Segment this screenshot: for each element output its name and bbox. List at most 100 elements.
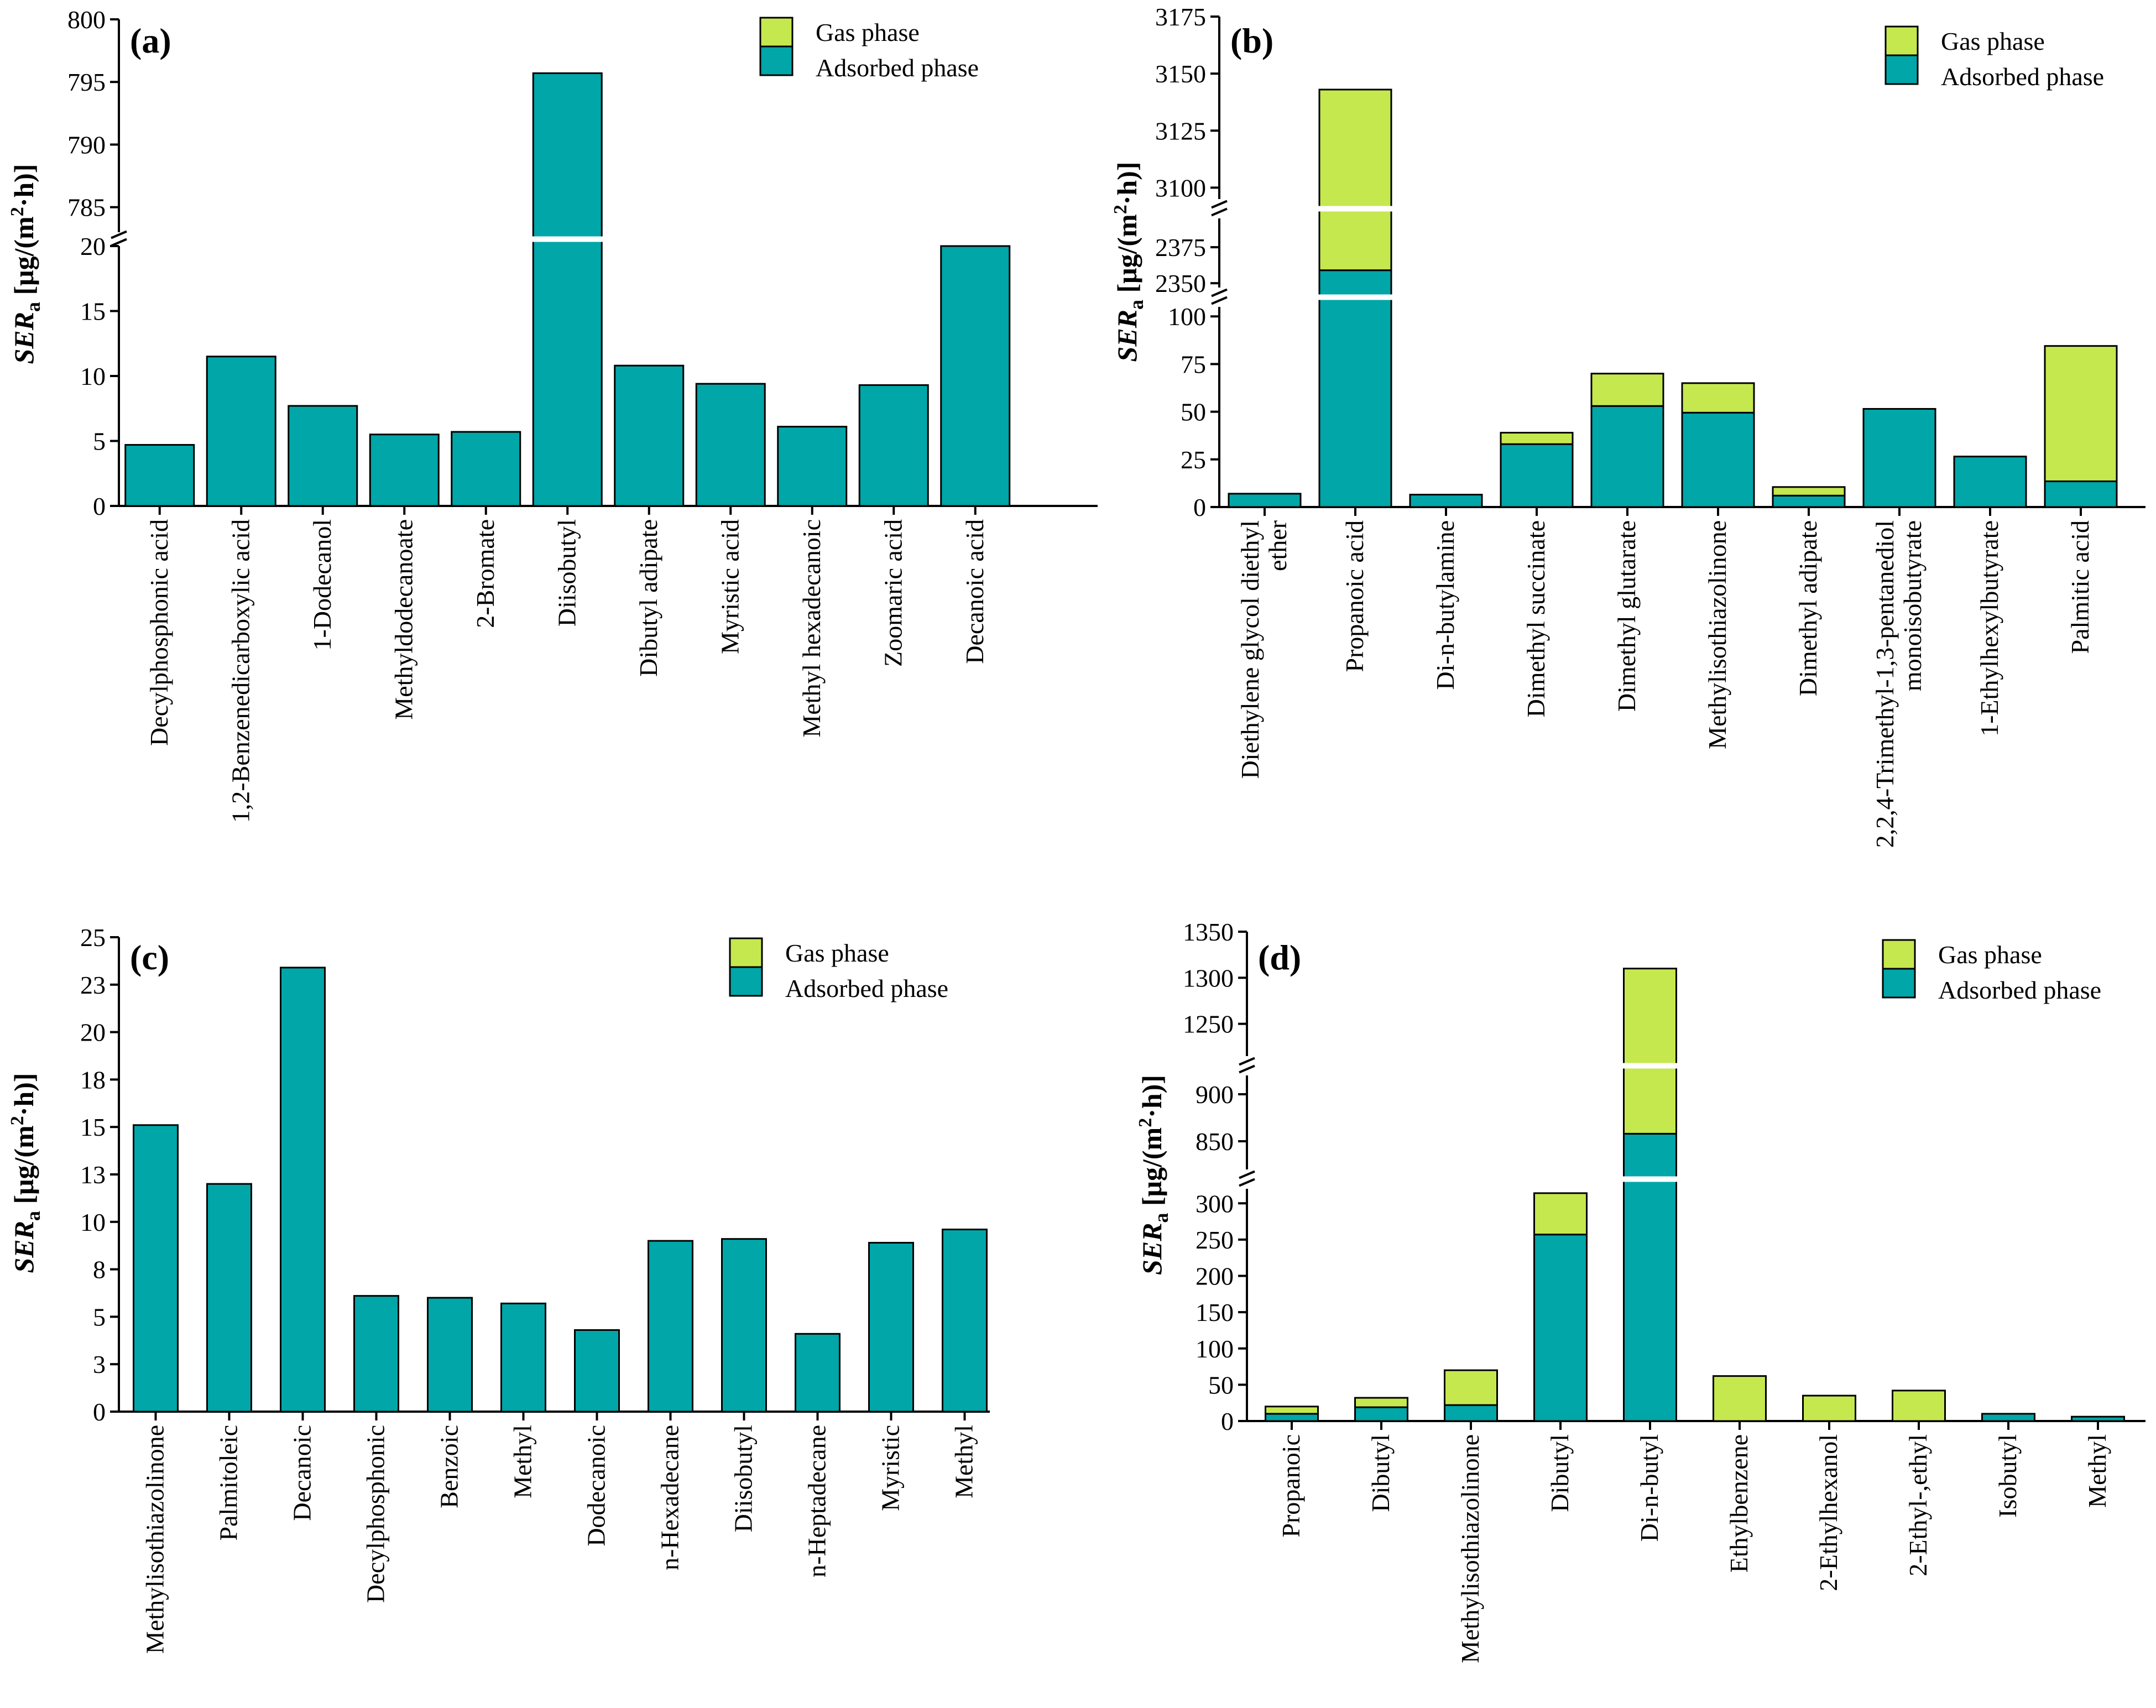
panel-label: (a): [130, 21, 171, 60]
axis-break-mark: [1211, 207, 1228, 217]
axis-break-mark: [1211, 296, 1228, 305]
bar-adsorbed: [280, 967, 326, 1413]
axis-break-mark: [1211, 288, 1228, 297]
y-tick-label: 3125: [1155, 117, 1206, 145]
axis-break-mark: [111, 238, 127, 247]
y-tick-label: 3: [93, 1350, 106, 1378]
x-tick-label: Propanoic: [1277, 1434, 1305, 1538]
legend: Gas phase Adsorbed phase: [1884, 25, 2104, 91]
x-tick-label: Dibutyl: [1366, 1434, 1395, 1512]
x-tick-label: Methylisothiazolinone: [141, 1425, 169, 1654]
x-tick-label: Di-n-butylamine: [1431, 520, 1459, 690]
y-tick-label: 50: [1181, 398, 1206, 426]
legend-label-gas: Gas phase: [1941, 27, 2045, 55]
axis-break-mark: [1211, 200, 1228, 209]
bar-adsorbed: [695, 383, 766, 507]
legend-swatch-adsorbed: [1884, 54, 1919, 85]
y-axis-title-unit: [μg/(m: [1136, 1127, 1167, 1213]
legend-label-adsorbed: Adsorbed phase: [816, 54, 979, 82]
axis-break-mark: [1239, 1178, 1255, 1187]
y-tick-label: 20: [80, 1018, 106, 1047]
bar-adsorbed: [1265, 1413, 1319, 1422]
x-tick-label-line: monoisobutyrate: [1898, 520, 1927, 691]
bar-gas: [2044, 345, 2118, 482]
legend-label-gas: Gas phase: [1938, 941, 2042, 969]
y-tick-label: 15: [80, 1113, 106, 1141]
y-tick-label: 3150: [1155, 60, 1206, 88]
y-axis: 0 3 5 8 10 13 15 18 20 23 25: [80, 923, 120, 1426]
y-axis: 0 50 100 150 200 250 300 850 900 1250 1300 1350: [1183, 918, 1255, 1435]
y-axis: 0 25 50 75 100 2350 2375 3100 3125 3150 3175: [1155, 3, 1228, 521]
bar-gas: [1354, 1397, 1408, 1408]
x-tick-label: Methylisothiazolinone: [1456, 1434, 1484, 1663]
bar-break-band: [1318, 206, 1393, 212]
y-tick-label: 50: [1208, 1371, 1234, 1399]
y-axis-title: SERa [μg/(m2·h)]: [7, 164, 44, 364]
bar-gas: [1444, 1369, 1498, 1406]
bar-break-band: [531, 236, 604, 242]
x-tick-label: Dimethyl adipate: [1794, 520, 1822, 696]
y-tick-label: 0: [93, 492, 106, 520]
y-tick-label: 15: [80, 297, 106, 326]
x-tick-label: 2-Ethylhexanol: [1814, 1434, 1842, 1591]
bar-gas: [1623, 968, 1677, 1135]
x-tick-label: Propanoic acid: [1340, 520, 1369, 672]
bar-break-band: [1622, 1063, 1678, 1069]
y-tick-label: 300: [1196, 1189, 1234, 1218]
bar-adsorbed: [532, 72, 603, 507]
x-tick-label-line: ether: [1264, 520, 1292, 571]
legend-label-adsorbed: Adsorbed phase: [1938, 976, 2101, 1004]
x-tick-label: 2-Bromate: [471, 519, 499, 628]
y-axis-title-main: SER: [1136, 1223, 1167, 1275]
bar-gas: [1772, 486, 1846, 497]
y-tick-label: 75: [1181, 350, 1206, 378]
y-tick-label: 785: [67, 194, 106, 222]
x-tick-label: Isobutyl: [1993, 1434, 2022, 1518]
legend-swatch-gas: [729, 937, 763, 968]
legend-label-gas: Gas phase: [816, 18, 920, 46]
bar-adsorbed: [1354, 1406, 1408, 1422]
y-tick-label: 1250: [1183, 1010, 1234, 1038]
x-tick-label: Methyl hexadecanoic: [797, 519, 826, 738]
x-tick-label: Dimethyl succinate: [1522, 520, 1550, 717]
y-tick-label: 13: [80, 1161, 106, 1189]
x-tick-label: 1-Dodecanol: [308, 519, 336, 651]
x-tick-label: Methyl: [950, 1425, 978, 1498]
panel-label: (c): [130, 938, 169, 977]
legend-swatch-adsorbed: [729, 966, 763, 997]
axis-break-mark: [1239, 1170, 1255, 1179]
y-axis-title-sub: a: [1150, 1213, 1172, 1223]
x-tick-label: Myristic acid: [716, 519, 744, 654]
y-tick-label: 5: [93, 427, 106, 456]
bar-adsorbed: [1590, 405, 1664, 508]
bar-adsorbed: [288, 405, 358, 507]
x-tick-label: Methyldodecanoate: [389, 519, 417, 720]
y-tick-label: 2375: [1155, 233, 1206, 262]
y-axis-title-unit-end: ·h)]: [1111, 162, 1142, 205]
y-tick-label: 795: [67, 68, 106, 96]
panel-a: 0 5 10 15 20 785 790 795 800 SERa [μg/(m2·h)] Decy…: [7, 6, 1098, 823]
y-axis-title: SERa [μg/(m2·h)]: [1135, 1075, 1172, 1275]
bar-adsorbed: [427, 1297, 473, 1413]
bar-adsorbed: [206, 356, 276, 507]
bar-gas: [1500, 432, 1574, 445]
bar-gas: [1713, 1375, 1767, 1422]
bar-adsorbed: [2071, 1416, 2125, 1422]
y-axis-title-sup: 2: [1110, 205, 1131, 214]
x-tick-label: Diethylene glycol diethylether: [1236, 520, 1292, 779]
bar-adsorbed: [1409, 494, 1483, 508]
y-tick-label: 100: [1168, 302, 1206, 331]
bar-adsorbed: [868, 1242, 914, 1413]
x-tick-label: Ethylbenzene: [1725, 1434, 1753, 1573]
x-tick-label: Zoomaric acid: [879, 519, 907, 667]
y-tick-label: 0: [1193, 493, 1206, 521]
bar-adsorbed: [500, 1302, 546, 1413]
x-tick-label: n-Hexadecane: [656, 1425, 684, 1570]
y-axis-title-sup: 2: [7, 1116, 28, 1125]
y-tick-label: 2350: [1155, 269, 1206, 297]
x-tick-label: 1-Ethylhexylbutyrate: [1975, 520, 2003, 737]
y-axis-title-unit-end: ·h)]: [1136, 1075, 1167, 1118]
bar-adsorbed: [648, 1240, 693, 1413]
x-tick-label: 1,2-Benzenedicarboxylic acid: [226, 519, 254, 823]
bar-adsorbed: [1500, 443, 1574, 508]
